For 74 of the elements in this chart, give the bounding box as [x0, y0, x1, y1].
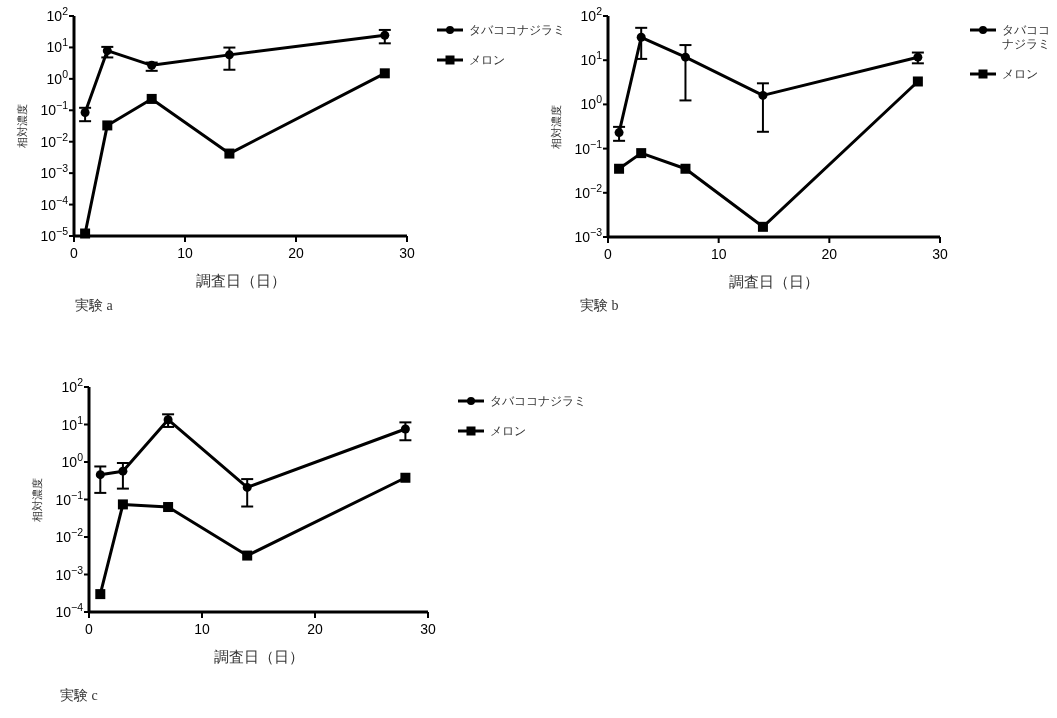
- point: [242, 482, 252, 492]
- y-tick-label: 10$^{2}$: [61, 376, 84, 395]
- point: [379, 68, 390, 79]
- y-tick-label: 10$^{−2}$: [55, 526, 84, 545]
- x-tick-label: 0: [604, 246, 613, 262]
- legend-label: メロン: [490, 424, 526, 438]
- point: [614, 128, 624, 138]
- y-tick-label: 10$^{−1}$: [574, 137, 603, 157]
- point: [380, 30, 390, 40]
- y-tick-label: 10$^{−3}$: [40, 162, 69, 182]
- x-tick-label: 10: [710, 246, 727, 262]
- x-tick-label: 10: [194, 621, 210, 637]
- text: 実験 c: [60, 688, 98, 703]
- legend-label: メロン: [1002, 67, 1038, 81]
- point: [95, 589, 106, 600]
- point: [614, 163, 625, 174]
- point: [400, 424, 410, 434]
- y-tick-label: 10$^{−3}$: [574, 226, 603, 245]
- x-axis-title: 調査日（日）: [729, 273, 819, 290]
- point: [400, 472, 411, 483]
- x-tick-label: 0: [85, 621, 94, 637]
- y-tick-label: 10$^{−2}$: [574, 181, 603, 201]
- x-tick-label: 20: [288, 245, 304, 261]
- legend-label: タバココナジラミ: [469, 23, 565, 37]
- y-tick-label: 10$^{−1}$: [40, 99, 69, 119]
- point: [636, 148, 647, 159]
- point: [117, 499, 128, 510]
- point: [80, 228, 91, 239]
- point: [680, 52, 690, 62]
- y-tick-label: 10$^{0}$: [46, 67, 69, 87]
- x-tick-label: 0: [70, 245, 79, 261]
- y-tick-label: 10$^{0}$: [580, 93, 603, 113]
- y-axis-title: 相対濃度: [16, 104, 28, 148]
- x-tick-label: 30: [932, 246, 948, 262]
- y-axis-title: 相対濃度: [31, 477, 43, 522]
- text: 実験 b: [580, 298, 619, 313]
- y-tick-label: 10$^{−4}$: [40, 193, 69, 213]
- x-tick-label: 30: [420, 621, 436, 637]
- point: [680, 163, 691, 174]
- point: [757, 221, 768, 232]
- y-tick-label: 10$^{2}$: [580, 5, 603, 24]
- y-tick-label: 10$^{−5}$: [40, 225, 69, 244]
- point: [146, 93, 157, 104]
- point: [636, 32, 646, 42]
- point: [102, 120, 113, 131]
- y-tick-label: 10$^{2}$: [46, 5, 69, 24]
- legend-label: タバココナジラミ: [490, 394, 586, 408]
- x-tick-label: 10: [177, 245, 193, 261]
- point: [242, 550, 253, 561]
- point: [224, 50, 234, 60]
- point: [80, 108, 90, 117]
- point: [118, 466, 128, 476]
- y-tick-label: 10$^{−1}$: [55, 488, 84, 508]
- point: [163, 502, 174, 513]
- text: 実験 a: [75, 298, 114, 313]
- point: [224, 148, 235, 159]
- y-tick-label: 10$^{1}$: [46, 36, 69, 56]
- y-axis-title: 相対濃度: [550, 104, 562, 149]
- y-tick-label: 10$^{−3}$: [55, 563, 84, 583]
- point: [95, 470, 105, 480]
- point: [912, 76, 923, 87]
- x-tick-label: 30: [399, 245, 415, 261]
- x-tick-label: 20: [307, 621, 323, 637]
- x-axis-title: 調査日（日）: [213, 648, 304, 665]
- y-tick-label: 10$^{1}$: [580, 49, 603, 69]
- x-tick-label: 20: [821, 246, 838, 262]
- legend-label: メロン: [469, 53, 505, 67]
- x-axis-title: 調査日（日）: [195, 272, 286, 289]
- y-tick-label: 10$^{1}$: [61, 413, 84, 433]
- point: [758, 90, 768, 100]
- y-tick-label: 10$^{0}$: [61, 451, 84, 470]
- y-tick-label: 10$^{−2}$: [40, 130, 69, 150]
- y-tick-label: 10$^{−4}$: [55, 601, 84, 620]
- legend-label: タバココナジラミ: [1002, 23, 1050, 51]
